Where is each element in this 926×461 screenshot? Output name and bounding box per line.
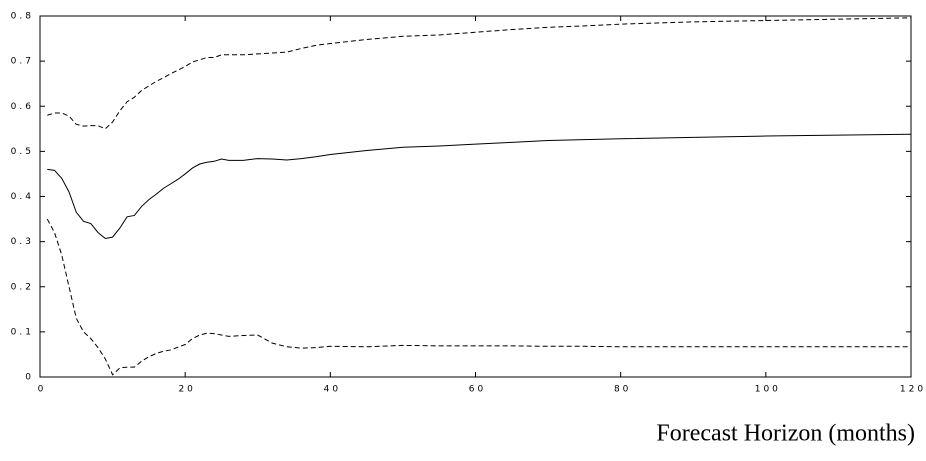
series-line (47, 133, 912, 240)
series-line (46, 218, 911, 376)
y-tick-label: 0.6 (11, 102, 34, 112)
y-tick-label: 0.8 (11, 12, 34, 22)
plot-frame (39, 15, 912, 378)
x-tick-label: 0 (38, 385, 47, 395)
y-tick-label: 0.1 (11, 327, 34, 337)
x-tick-label: 100 (755, 385, 781, 395)
series-line (47, 17, 912, 130)
x-tick-label: 20 (178, 385, 195, 395)
y-tick-label: 0.5 (11, 147, 34, 157)
x-tick-label: 120 (900, 385, 926, 395)
y-tick-label: 0 (25, 373, 34, 383)
x-axis-label: Forecast Horizon (months) (656, 421, 915, 447)
y-tick-label: 0.3 (11, 237, 34, 247)
x-tick-label: 40 (324, 385, 341, 395)
x-tick-label: 60 (469, 385, 486, 395)
y-tick-label: 0.4 (11, 192, 34, 202)
y-tick-label: 0.2 (11, 282, 34, 292)
y-tick-label: 0.7 (11, 57, 34, 67)
x-tick-label: 80 (614, 385, 631, 395)
